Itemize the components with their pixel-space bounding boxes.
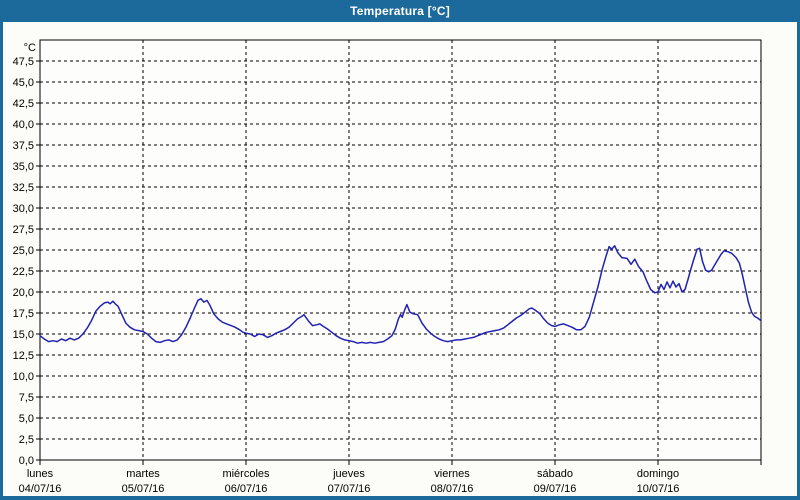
y-axis-label: 27,5 <box>13 224 34 236</box>
y-axis-label: 32,5 <box>13 182 34 194</box>
y-axis-label: 10,0 <box>13 371 34 383</box>
x-axis-day-label: martes <box>126 468 160 480</box>
y-axis-label: 40,0 <box>13 119 34 131</box>
x-axis-date-label: 04/07/16 <box>19 483 62 495</box>
x-axis-day-label: jueves <box>332 468 365 480</box>
y-axis-label: 42,5 <box>13 98 34 110</box>
window-title: Temperatura [°C] <box>350 4 450 18</box>
x-axis-date-label: 07/07/16 <box>328 483 371 495</box>
x-axis-date-label: 09/07/16 <box>534 483 577 495</box>
y-axis-label: 35,0 <box>13 161 34 173</box>
y-axis-label: 12,5 <box>13 350 34 362</box>
x-axis-date-label: 10/07/16 <box>637 483 680 495</box>
y-axis-label: 37,5 <box>13 140 34 152</box>
x-axis-day-label: viernes <box>434 468 470 480</box>
x-axis-day-label: domingo <box>637 468 679 480</box>
y-axis-label: 30,0 <box>13 203 34 215</box>
x-axis-date-label: 05/07/16 <box>122 483 165 495</box>
window-titlebar: Temperatura [°C] <box>0 0 800 22</box>
x-axis-day-label: miércoles <box>222 468 270 480</box>
y-axis-label: 45,0 <box>13 77 34 89</box>
y-axis-label: 0,0 <box>19 455 34 467</box>
y-axis-label: 17,5 <box>13 308 34 320</box>
x-axis-date-label: 06/07/16 <box>225 483 268 495</box>
y-axis-label: 47,5 <box>13 56 34 68</box>
y-axis-label: 22,5 <box>13 266 34 278</box>
y-axis-label: 25,0 <box>13 245 34 257</box>
y-axis-label: 5,0 <box>19 413 34 425</box>
x-axis-date-label: 08/07/16 <box>431 483 474 495</box>
x-axis-day-label: lunes <box>27 468 54 480</box>
y-axis-label: 15,0 <box>13 329 34 341</box>
y-axis-label: 20,0 <box>13 287 34 299</box>
y-axis-unit-label: °C <box>24 42 36 54</box>
y-axis-label: 7,5 <box>19 392 34 404</box>
temperature-line <box>39 245 762 344</box>
y-axis-label: 2,5 <box>19 434 34 446</box>
x-axis-day-label: sábado <box>537 468 573 480</box>
